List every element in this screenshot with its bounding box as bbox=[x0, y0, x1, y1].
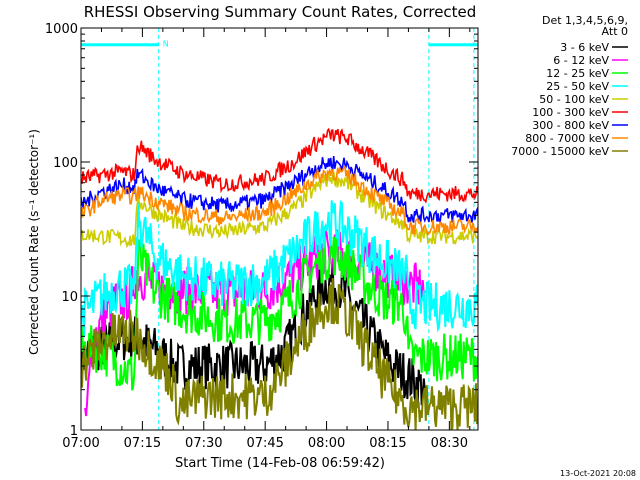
x-tick-label: 08:30 bbox=[431, 436, 468, 451]
series-layer bbox=[81, 127, 478, 430]
flag-bars: N bbox=[81, 40, 478, 49]
y-tick-label: 1 bbox=[70, 424, 78, 439]
series-line-4 bbox=[81, 195, 478, 338]
series-line-8 bbox=[81, 165, 478, 237]
x-tick-label: 07:45 bbox=[246, 436, 283, 451]
x-axis: 07:00 07:15 07:30 07:45 08:00 08:15 08:30 bbox=[62, 28, 471, 451]
x-tick-label: 08:00 bbox=[308, 436, 345, 451]
chart-title: RHESSI Observing Summary Count Rates, Co… bbox=[84, 3, 477, 21]
x-tick-label: 08:15 bbox=[369, 436, 406, 451]
y-axis-label: Corrected Count Rate (s⁻¹ detector⁻¹) bbox=[27, 129, 41, 355]
x-tick-label: 07:15 bbox=[124, 436, 161, 451]
legend-entry-label: 300 - 800 keV bbox=[532, 119, 609, 132]
y-tick-label: 1000 bbox=[45, 22, 78, 37]
night-markers bbox=[81, 28, 475, 430]
legend-entry-label: 12 - 25 keV bbox=[546, 67, 609, 80]
x-axis-label: Start Time (14-Feb-08 06:59:42) bbox=[175, 456, 385, 471]
legend-entry-label: 7000 - 15000 keV bbox=[511, 145, 609, 158]
y-axis: 1 10 100 1000 bbox=[45, 22, 478, 439]
legend-header-line: Det 1,3,4,5,6,9, bbox=[542, 14, 628, 27]
legend-entry-label: 6 - 12 keV bbox=[553, 54, 609, 67]
plot-frame bbox=[80, 27, 479, 431]
flag-label: N bbox=[163, 40, 169, 49]
series-line-3 bbox=[81, 234, 478, 391]
x-tick-label: 07:00 bbox=[62, 436, 99, 451]
legend-entry-label: 800 - 7000 keV bbox=[525, 132, 609, 145]
x-tick-label: 07:30 bbox=[185, 436, 222, 451]
series-line-6 bbox=[81, 127, 478, 204]
footer-date: 13-Oct-2021 20:08 bbox=[560, 469, 636, 478]
legend-header-line: Att 0 bbox=[602, 25, 628, 38]
y-tick-label: 100 bbox=[53, 156, 78, 171]
legend-entry-label: 100 - 300 keV bbox=[532, 106, 609, 119]
legend-entry-label: 50 - 100 keV bbox=[539, 93, 609, 106]
y-tick-label: 10 bbox=[61, 290, 78, 305]
legend-entry-label: 25 - 50 keV bbox=[546, 80, 609, 93]
series-line-7 bbox=[81, 156, 478, 226]
legend-entry-label: 3 - 6 keV bbox=[560, 41, 609, 54]
series-line-9 bbox=[81, 278, 478, 430]
